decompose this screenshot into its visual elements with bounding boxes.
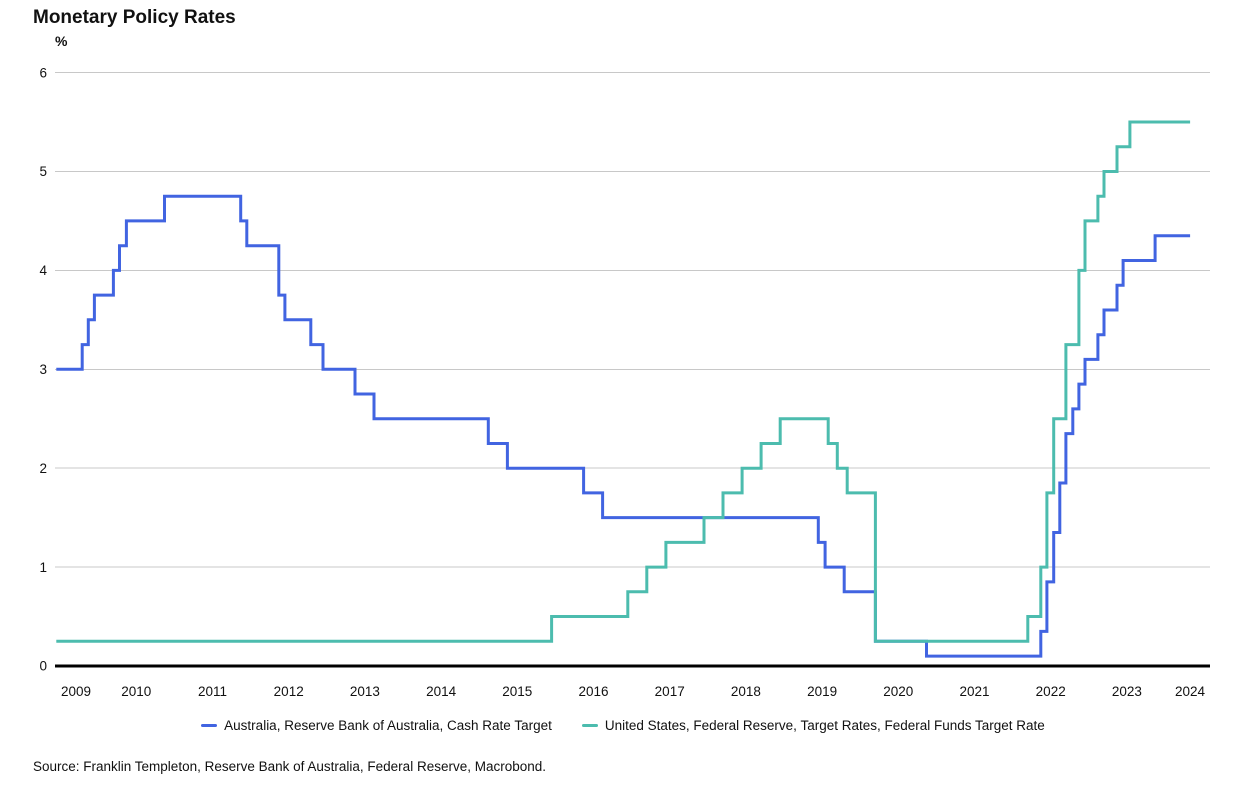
- svg-text:2021: 2021: [959, 684, 989, 699]
- svg-text:2020: 2020: [883, 684, 913, 699]
- x-axis-tick-labels: 2009 2010 2011 2012 2013 2014 2015 2016 2017 2018…: [61, 684, 1206, 699]
- svg-text:2011: 2011: [198, 684, 227, 699]
- legend-item-australia: Australia, Reserve Bank of Australia, Ca…: [201, 718, 552, 733]
- svg-text:2009: 2009: [61, 684, 91, 699]
- svg-text:2024: 2024: [1175, 684, 1206, 699]
- svg-text:2: 2: [39, 461, 47, 476]
- chart-legend: Australia, Reserve Bank of Australia, Ca…: [0, 718, 1246, 733]
- svg-text:1: 1: [39, 560, 47, 575]
- svg-text:4: 4: [39, 263, 47, 278]
- svg-text:6: 6: [39, 65, 47, 80]
- svg-text:2014: 2014: [426, 684, 457, 699]
- svg-text:2015: 2015: [502, 684, 532, 699]
- y-axis-tick-labels: 0 1 2 3 4 5 6: [39, 65, 47, 673]
- svg-text:2022: 2022: [1036, 684, 1066, 699]
- svg-text:2013: 2013: [350, 684, 380, 699]
- svg-text:2017: 2017: [655, 684, 685, 699]
- y-axis-unit-label: %: [55, 33, 68, 49]
- svg-text:0: 0: [39, 659, 47, 674]
- svg-text:2012: 2012: [274, 684, 304, 699]
- series-lines: [56, 120, 1191, 658]
- svg-text:5: 5: [39, 164, 47, 179]
- svg-text:3: 3: [39, 362, 47, 377]
- svg-text:2016: 2016: [578, 684, 608, 699]
- australia-line-swatch-icon: [201, 724, 218, 727]
- svg-text:2018: 2018: [731, 684, 761, 699]
- policy-rates-step-chart: 0 1 2 3 4 5 6 2009 2010 2011 2012 2013 2014 2015 2016…: [39, 65, 1210, 699]
- legend-item-united-states: United States, Federal Reserve, Target R…: [581, 718, 1045, 733]
- svg-text:2023: 2023: [1112, 684, 1142, 699]
- chart-title: Monetary Policy Rates: [33, 7, 236, 28]
- svg-text:2010: 2010: [121, 684, 151, 699]
- svg-text:2019: 2019: [807, 684, 837, 699]
- source-attribution: Source: Franklin Templeton, Reserve Bank…: [33, 759, 546, 774]
- us-line-swatch-icon: [581, 724, 598, 727]
- legend-label-united-states: United States, Federal Reserve, Target R…: [604, 718, 1045, 733]
- legend-label-australia: Australia, Reserve Bank of Australia, Ca…: [224, 718, 552, 733]
- gridlines: [55, 72, 1210, 668]
